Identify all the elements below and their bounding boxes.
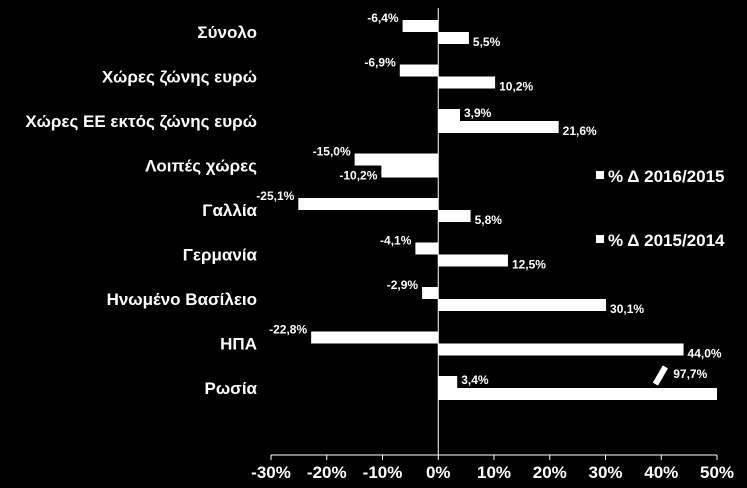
x-tick-label: 0% [426, 463, 451, 482]
axis-break-gap [314, 379, 329, 397]
category-label: Σύνολο [197, 23, 257, 42]
bar-s2 [438, 343, 684, 356]
bar-s1 [438, 109, 460, 121]
bar-s2 [438, 121, 559, 133]
data-label: -15,0% [313, 145, 351, 159]
bar-s2 [381, 165, 439, 178]
data-label: 44,0% [688, 347, 722, 361]
bar-s1 [415, 242, 439, 255]
x-tick-label: 10% [477, 463, 511, 482]
bar-s1 [311, 331, 439, 344]
data-label: 3,4% [461, 373, 489, 387]
category-label: Ρωσία [204, 379, 257, 398]
data-label: 12,5% [512, 258, 546, 272]
data-label: -6,9% [364, 56, 396, 70]
x-tick-label: -20% [307, 463, 347, 482]
data-label: -10,2% [339, 169, 377, 183]
bar-s1 [438, 376, 458, 388]
data-label: 97,7% [673, 367, 707, 381]
bar-s1 [399, 64, 439, 77]
category-label: Γαλλία [202, 201, 257, 220]
category-label: Χώρες ζώνης ευρώ [102, 68, 257, 87]
bar-s1 [354, 153, 439, 166]
category-label: ΗΠΑ [220, 335, 257, 354]
bar-s2 [438, 299, 607, 311]
legend-label: % Δ 2015/2014 [608, 231, 725, 250]
data-label: 5,5% [473, 35, 501, 49]
bar-s1 [298, 198, 439, 210]
x-tick-label: -30% [251, 463, 291, 482]
data-label: 10,2% [499, 80, 533, 94]
bar-s1 [402, 20, 439, 32]
category-label: Χώρες ΕΕ εκτός ζώνης ευρώ [25, 112, 257, 131]
x-tick-label: -10% [363, 463, 403, 482]
bar-s2 [438, 32, 469, 44]
legend-swatch [596, 235, 604, 243]
data-label: -2,9% [387, 278, 419, 292]
data-label: -4,1% [380, 234, 412, 248]
data-label: 30,1% [610, 302, 644, 316]
data-label: -25,1% [256, 189, 294, 203]
legend-swatch [596, 171, 604, 179]
data-label: 21,6% [563, 124, 597, 138]
x-tick-label: 40% [644, 463, 678, 482]
bar-s2 [438, 210, 471, 222]
x-tick-label: 30% [588, 463, 622, 482]
x-tick-label: 50% [700, 463, 734, 482]
data-label: -6,4% [367, 11, 399, 25]
axis-break-marker [652, 365, 668, 386]
data-label: -22,8% [269, 323, 307, 337]
category-label: Λοιπές χώρες [145, 157, 257, 176]
bar-s1 [422, 287, 439, 299]
category-label: Ηνωμένο Βασίλειο [107, 290, 257, 309]
x-tick-label: 20% [533, 463, 567, 482]
data-label: 3,9% [464, 106, 492, 120]
bar-s2 [438, 76, 496, 89]
bar-s2 [438, 254, 508, 267]
category-label: Γερμανία [183, 246, 258, 265]
bar-s2 [438, 388, 717, 400]
legend-label: % Δ 2016/2015 [608, 167, 725, 186]
data-label: 5,8% [475, 213, 503, 227]
